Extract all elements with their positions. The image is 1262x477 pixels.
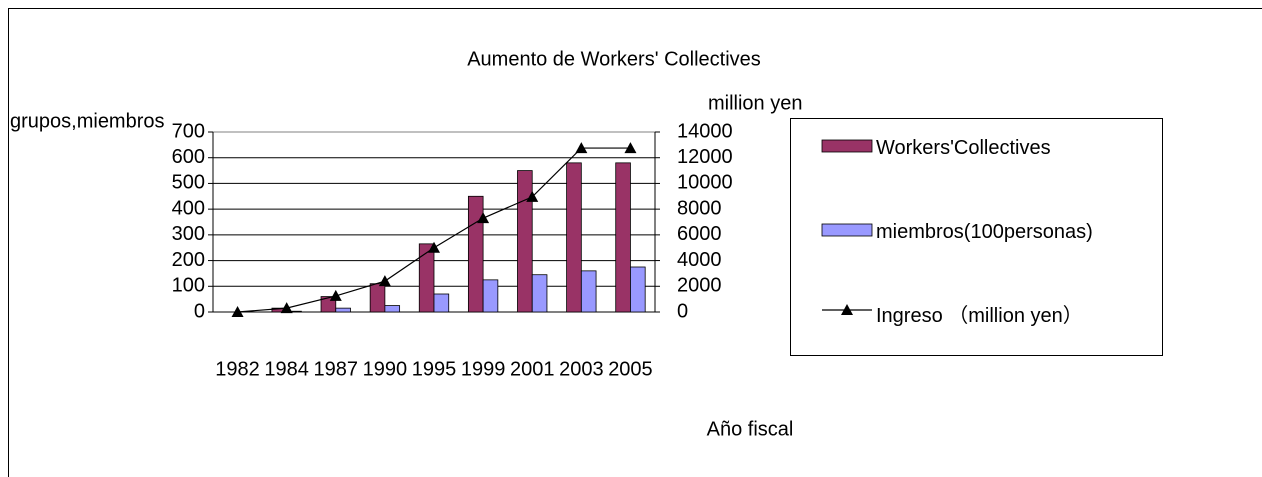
x-tick-label: 2001 [510,358,555,380]
x-tick-label: 1982 [215,358,260,380]
legend-swatch [821,223,873,237]
y-tick-label: 700 [172,120,205,142]
marker [575,142,588,154]
bar [433,293,450,313]
x-tick-label: 1995 [412,358,457,380]
y2-tick-label: 4000 [677,249,722,271]
bar [418,243,435,313]
x-tick-label: 1987 [314,358,359,380]
bar [369,283,386,313]
legend-marker [841,304,853,315]
x-tick-label: 1999 [461,358,506,380]
legend-label: Ingreso （million yen） [876,305,1083,327]
y-tick-label: 300 [172,223,205,245]
y-axis-label: grupos,miembros [10,110,165,132]
legend-label: miembros(100personas) [876,221,1093,243]
bar [615,162,631,313]
y-tick-label: 100 [172,275,205,297]
y2-tick-label: 0 [677,300,688,322]
chart-border [8,8,1262,477]
x-tick-label: 1984 [264,358,309,380]
x-tick-label: 1990 [363,358,408,380]
y2-tick-label: 8000 [677,197,722,219]
x-tick-label: 2005 [608,358,653,380]
bar [467,195,484,313]
marker [477,212,490,224]
y2-tick-label: 6000 [677,223,722,245]
legend-label: Workers'Collectives [876,137,1051,159]
marker [624,142,637,154]
y2-axis-label: million yen [708,92,802,114]
marker [378,275,391,287]
y2-tick-label: 2000 [677,275,722,297]
y-tick-label: 400 [172,197,205,219]
bar [384,305,401,313]
y2-tick-label: 14000 [677,120,733,142]
x-axis-label: Año fiscal [707,418,794,440]
marker [280,302,293,314]
y2-tick-label: 10000 [677,172,733,194]
y-tick-label: 600 [172,146,205,168]
y-tick-label: 0 [194,300,205,322]
bar [580,270,597,313]
x-tick-label: 2003 [559,358,604,380]
bar [531,274,548,313]
chart-title: Aumento de Workers' Collectives [467,48,761,70]
bar [630,266,646,313]
legend-box [790,118,1163,356]
bar [482,279,499,313]
bar [566,162,582,313]
bar [335,307,351,313]
y-tick-label: 200 [172,249,205,271]
y2-tick-label: 12000 [677,146,733,168]
marker [329,289,342,301]
legend-swatch [821,139,873,153]
bar [517,170,533,313]
marker [231,306,244,317]
marker [428,241,440,253]
y-tick-label: 500 [172,172,205,194]
marker [526,190,539,202]
